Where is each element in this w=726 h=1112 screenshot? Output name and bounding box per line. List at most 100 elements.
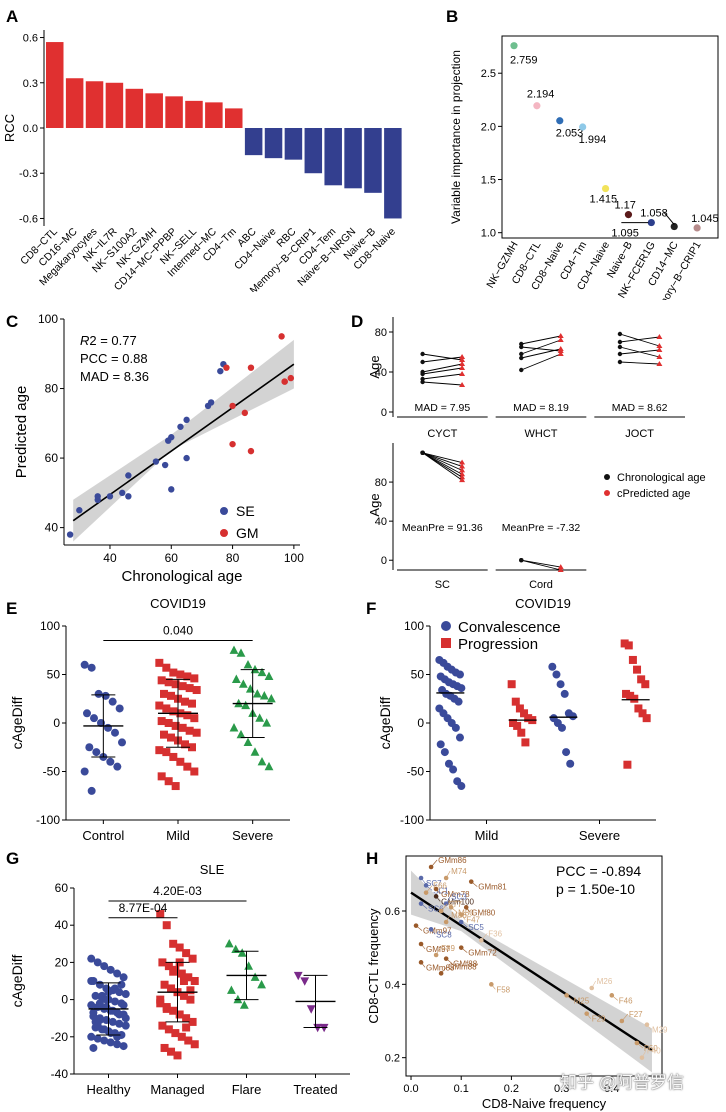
y-tick-label: 80 (375, 327, 387, 339)
age-point-se (217, 367, 224, 375)
data-point-mild (183, 672, 192, 681)
data-point-convalescence (449, 765, 458, 774)
data-point-mild (185, 726, 194, 735)
data-point-progression (513, 721, 522, 730)
data-point-severe (243, 660, 253, 669)
data-point-severe (264, 671, 274, 681)
x-tick-label: 0.0 (403, 1083, 418, 1095)
label-leader (461, 921, 468, 928)
sample-label: GMf97 (426, 945, 451, 954)
data-point-control (108, 697, 117, 706)
vip-point (624, 211, 633, 219)
y-tick-label: 0.6 (23, 33, 38, 45)
data-point-control (80, 767, 89, 776)
data-point-mild (178, 682, 187, 691)
x-tick-label: Managed (150, 1082, 204, 1097)
bar (264, 128, 283, 159)
data-point-progression (641, 680, 650, 689)
label-leader (445, 896, 451, 904)
p-value-label: 8.77E-04 (119, 901, 168, 915)
chronological-point (617, 344, 623, 350)
label-leader (481, 933, 488, 941)
sample-label: F29 (592, 1015, 606, 1024)
data-point-progression (623, 760, 632, 769)
data-point-managed (175, 943, 184, 952)
data-point-healthy (110, 997, 119, 1006)
sample-label: GMm86 (438, 856, 467, 865)
label-leader (471, 881, 478, 887)
sample-label: F27 (629, 1010, 643, 1019)
pair-line (422, 452, 463, 471)
pair-line (422, 356, 463, 363)
legend-label: Chronological age (617, 472, 706, 484)
r2-value: 2 = 0.77 (89, 333, 136, 348)
data-point-convalescence (562, 748, 571, 757)
data-point-treated (319, 1023, 329, 1033)
x-tick-label: 0.3 (554, 1083, 569, 1095)
data-point-flare (224, 939, 234, 948)
sample-label: GMf80 (471, 908, 496, 917)
data-point-mild (183, 711, 192, 720)
panel-f-covid-status-dotplot: F -100 -50 0 50 100 COVID19 cAgeDiff Mild Severe C… (366, 596, 656, 843)
data-point-severe (264, 761, 274, 771)
data-point-control (92, 748, 101, 757)
data-point-mild (188, 743, 196, 752)
y-tick-label: 50 (47, 668, 61, 682)
predicted-point (459, 357, 466, 362)
predicted-point (557, 564, 564, 570)
vip-value-label: 2.759 (510, 55, 538, 67)
mad-label: MAD = 7.95 (414, 402, 470, 414)
data-point-mild (167, 691, 175, 700)
age-point-gm (247, 364, 255, 371)
data-point-managed (164, 962, 173, 971)
p-value-label: 4.20E-03 (153, 884, 202, 898)
predicted-point (459, 354, 466, 359)
data-point-convalescence (568, 712, 577, 721)
bar (304, 128, 323, 174)
predicted-point (656, 343, 663, 348)
x-tick-label: 100 (284, 551, 304, 565)
label-leader (636, 1042, 644, 1049)
data-point-mild (155, 701, 164, 710)
age-point-se (161, 461, 169, 469)
data-point-mild (164, 777, 173, 786)
data-point-healthy (113, 1040, 122, 1049)
data-point-healthy (110, 984, 119, 993)
data-point-severe (252, 689, 262, 698)
pair-line (619, 333, 660, 347)
predicted-point (459, 463, 466, 469)
legend-marker-predicted (604, 490, 610, 496)
data-point-healthy (113, 1032, 122, 1041)
predicted-point (459, 477, 466, 483)
age-point-se (76, 507, 83, 514)
vip-point (556, 117, 564, 125)
panel-label: E (6, 599, 17, 618)
data-point-mild (160, 689, 168, 698)
data-point-control (85, 743, 94, 752)
data-point-flare (233, 994, 243, 1004)
data-point-convalescence (556, 680, 565, 689)
sample-label: F60 (644, 1044, 658, 1053)
vip-value-label: 1.994 (579, 134, 607, 146)
label-leader (440, 966, 448, 974)
y-axis-title: cAgeDiff (9, 697, 25, 750)
x-tick-label: Flare (232, 1082, 262, 1097)
data-point-mild (178, 723, 187, 732)
data-point-progression (634, 704, 643, 713)
sample-label: F36 (488, 929, 502, 938)
y-tick-label: 0.6 (385, 906, 400, 918)
data-point-control (113, 762, 122, 771)
chronological-point (519, 355, 524, 361)
bar (384, 128, 402, 219)
vip-point (670, 222, 678, 231)
y-tick-label: 40 (45, 521, 59, 535)
sample-label: SC7 (426, 879, 442, 888)
sample-label: M74 (451, 867, 467, 876)
y-tick-label: -100 (400, 813, 424, 827)
data-point-managed (167, 1047, 176, 1056)
age-point-se (183, 454, 190, 462)
bar (46, 42, 64, 128)
legend-marker-convalescence (441, 621, 451, 631)
chronological-point (617, 339, 623, 345)
chronological-point (420, 371, 425, 377)
